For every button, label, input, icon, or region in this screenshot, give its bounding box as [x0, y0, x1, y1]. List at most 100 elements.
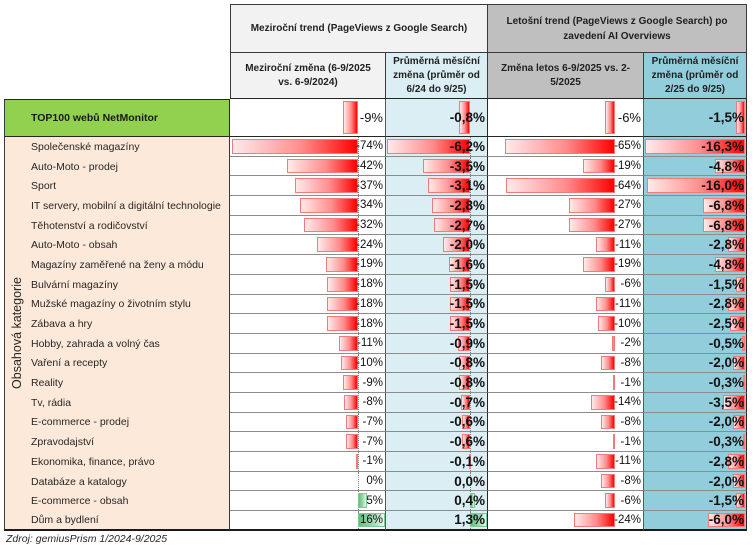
category-cell: Společenské magazíny — [4, 137, 230, 157]
value-cell-ytd-change: -8% — [488, 412, 644, 433]
category-cell: Ekonomika, finance, právo — [4, 452, 230, 472]
value-label: -2,0% — [708, 473, 744, 489]
value-label: -0,6% — [449, 414, 485, 430]
table-row: Bulvární magazíny -18% -1,5% -6% -1,5% — [4, 274, 747, 295]
category-label: Reality — [31, 377, 64, 390]
category-cell: Auto-Moto - obsah — [4, 235, 230, 256]
value-label: -74% — [356, 140, 383, 153]
value-cell-yoy-avg-monthly: -2,8% — [386, 196, 488, 216]
data-bar-negative — [611, 335, 615, 351]
data-bar-negative — [703, 198, 745, 213]
value-cell-ytd-avg-monthly: -0,3% — [644, 432, 747, 452]
value-cell-yoy-avg-monthly: 0,0% — [386, 471, 488, 492]
category-label: Zpravodajství — [31, 436, 95, 449]
value-label: -24% — [614, 513, 641, 526]
value-label: 5% — [366, 494, 383, 507]
value-cell-yoy-avg-monthly: -1,6% — [386, 255, 488, 275]
value-cell-ytd-avg-monthly: -2,8% — [644, 235, 747, 256]
value-label: -1,5% — [449, 316, 485, 332]
value-label: -18% — [356, 297, 383, 310]
axis-line — [358, 215, 359, 235]
value-label: -24% — [356, 238, 383, 251]
data-bar-negative — [604, 493, 615, 509]
value-label: -34% — [356, 199, 383, 212]
value-label: -11% — [615, 238, 641, 251]
data-bar-negative — [346, 434, 358, 449]
axis-line — [470, 156, 471, 176]
value-label: 0,0% — [454, 473, 485, 489]
value-label: -0,1% — [449, 453, 485, 469]
value-label: -1,5% — [708, 493, 744, 509]
table-row: Reality -9% -0,8% -1% -0,3% — [4, 373, 747, 393]
axis-line — [470, 333, 471, 353]
data-bar-negative — [574, 513, 615, 527]
value-cell-ytd-avg-monthly: -3,5% — [644, 392, 747, 413]
data-bar-positive — [470, 513, 488, 527]
axis-line — [358, 294, 359, 314]
data-bar-negative — [295, 178, 358, 194]
value-cell-ytd-avg-monthly: -4,8% — [644, 156, 747, 177]
data-bar-negative — [727, 454, 745, 469]
value-label: -6% — [620, 278, 641, 291]
value-cell-ytd-change: -11% — [488, 235, 644, 256]
value-label: -0,3% — [708, 375, 744, 391]
value-cell-ytd-avg-monthly: -2,0% — [644, 353, 747, 374]
data-bar-negative — [582, 257, 615, 272]
data-bar-negative — [461, 434, 470, 449]
value-label: -1,5% — [708, 276, 744, 292]
data-bar-negative — [457, 335, 470, 351]
data-bar-negative — [468, 454, 471, 469]
data-bar-negative — [356, 454, 359, 469]
data-bar-negative — [459, 375, 470, 390]
value-label: -19% — [614, 160, 641, 173]
table-row: Sport -37% -3,1% -64% -16,0% — [4, 176, 747, 197]
category-cell: Vaření a recepty — [4, 353, 230, 374]
value-label: -18% — [356, 317, 383, 330]
table-row: E-commerce - prodej -7% -0,6% -8% -2,0% — [4, 412, 747, 433]
value-cell-yoy-avg-monthly: 1,3% — [386, 511, 488, 531]
value-label: -1% — [620, 435, 641, 448]
value-cell-yoy-change: -34% — [230, 196, 386, 216]
data-bar-negative — [604, 101, 615, 134]
total-label-cell: TOP100 webů NetMonitor — [4, 99, 230, 137]
axis-line — [358, 353, 359, 373]
column-header-ytd-change: Změna letos 6-9/2025 vs. 2-5/2025 — [488, 53, 644, 99]
value-label: -37% — [356, 179, 383, 192]
value-label: -19% — [614, 258, 641, 271]
data-bar-negative — [448, 257, 470, 272]
data-bar-negative — [423, 158, 470, 174]
value-cell-yoy-avg-monthly: -6,2% — [386, 137, 488, 157]
value-label: -0,8% — [449, 375, 485, 391]
value-cell-ytd-avg-monthly: -1,5% — [644, 491, 747, 512]
axis-line — [470, 137, 471, 156]
value-label: -6,0% — [708, 512, 744, 528]
data-bar-negative — [342, 101, 358, 134]
total-label: TOP100 webů NetMonitor — [31, 112, 158, 124]
value-label: -0,8% — [449, 110, 485, 125]
value-cell-ytd-change: -8% — [488, 353, 644, 374]
value-label: -8% — [620, 415, 641, 428]
value-cell-ytd-avg-monthly: -4,8% — [644, 255, 747, 275]
table-row: Mužské magazíny o životním stylu -18% -1,5… — [4, 294, 747, 315]
category-cell: Zábava a hry — [4, 314, 230, 334]
value-cell-ytd-change: -65% — [488, 137, 644, 157]
value-cell-yoy-change: -32% — [230, 215, 386, 236]
value-cell-yoy-change: -11% — [230, 333, 386, 354]
axis-line — [358, 333, 359, 353]
value-label: -2,0% — [708, 355, 744, 371]
value-label: -4,8% — [708, 158, 744, 174]
value-cell-ytd-change: -19% — [488, 156, 644, 177]
value-cell-ytd-avg-monthly: -1,5% — [644, 99, 747, 137]
data-bar-negative — [327, 296, 358, 312]
axis-line — [358, 392, 359, 412]
data-bar-negative — [459, 101, 470, 134]
value-label: -2,5% — [708, 316, 744, 332]
data-bar-negative — [325, 257, 358, 272]
data-bar-negative — [327, 276, 358, 292]
column-header-label: Změna letos 6-9/2025 vs. 2-5/2025 — [501, 62, 630, 88]
value-cell-ytd-avg-monthly: -2,0% — [644, 471, 747, 492]
column-header-label: Průměrná měsíční změna (průměr od 6/24 d… — [393, 55, 480, 95]
category-label: Zábava a hry — [31, 318, 93, 331]
value-label: -0,8% — [449, 355, 485, 371]
data-bar-negative — [433, 217, 470, 233]
